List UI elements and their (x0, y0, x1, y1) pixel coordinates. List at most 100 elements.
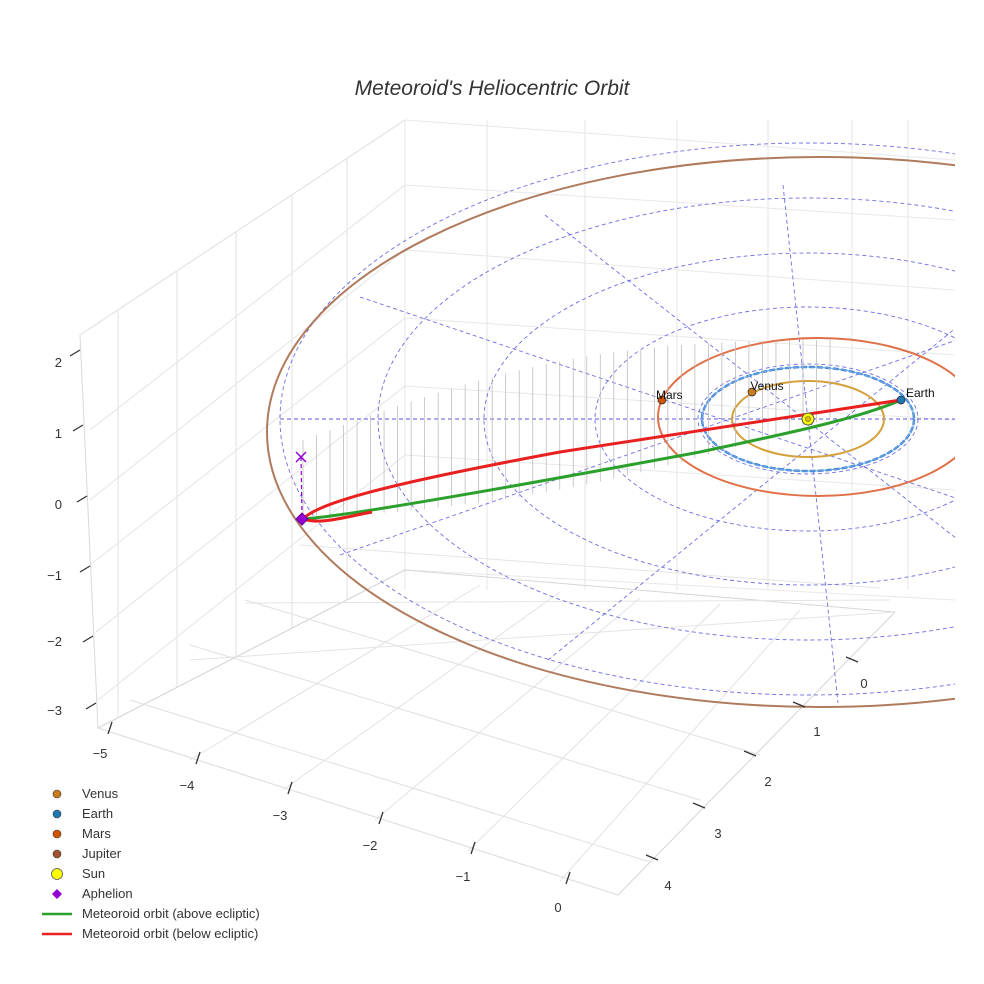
z-tick-label: 2 (55, 355, 62, 370)
legend-item[interactable]: Meteoroid orbit (above ecliptic) (42, 906, 260, 921)
z-tick-label: 0 (55, 497, 62, 512)
aphelion-projection-line (300, 456, 303, 518)
ecliptic-radial (547, 328, 955, 661)
y-tick-mark (792, 701, 806, 708)
legend-circle-swatch (52, 849, 62, 859)
axis-ticks: 2 1 0 −1 −2 −3 −5 −4 −3 −2 −1 0 0 1 2 3 4 (47, 349, 868, 915)
floor-gridline (299, 544, 881, 589)
ecliptic-radial (359, 296, 955, 499)
floor-gridline (467, 603, 721, 852)
legend-item[interactable]: Earth (52, 806, 113, 821)
y-tick-mark (845, 656, 859, 663)
x-tick-label: −5 (93, 746, 108, 761)
y-tick-mark (743, 750, 757, 757)
z-tick-mark (72, 424, 84, 432)
back-wall-gridline (404, 569, 956, 601)
legend-label: Mars (82, 826, 111, 841)
earth-orbit-inner (701, 366, 915, 472)
legend-item[interactable]: Sun (51, 866, 106, 881)
legend-item[interactable]: Venus (52, 786, 119, 801)
planet-orbits (266, 156, 955, 708)
y-tick-label: 0 (860, 676, 867, 691)
y-tick-label: 1 (813, 724, 820, 739)
meteoroid-orbit-above (302, 398, 902, 521)
aphelion-marker (295, 512, 309, 526)
legend-circle-swatch (52, 809, 62, 819)
sun-core (805, 416, 811, 422)
z-tick-mark (79, 565, 91, 573)
ecliptic-radial (782, 184, 839, 704)
wall-gridline (89, 184, 406, 431)
left-wall (79, 119, 406, 729)
z-tick-mark (69, 349, 81, 357)
legend-label: Sun (82, 866, 105, 881)
meteoroid-orbit-below (301, 398, 902, 521)
legend-label: Meteoroid orbit (below ecliptic) (82, 926, 258, 941)
back-wall-gridline (404, 317, 956, 356)
z-tick-label: −1 (47, 568, 62, 583)
back-wall-gridline (404, 184, 956, 221)
floor-gridline (282, 591, 561, 791)
venus-label: Venus (750, 379, 783, 393)
ecliptic-circle (279, 142, 955, 696)
aphelion-projection-marker (295, 451, 307, 463)
venus-orbit (731, 380, 885, 458)
wall-gridline (89, 249, 406, 501)
floor-gridline (97, 727, 619, 896)
axis-walls (79, 119, 956, 896)
y-tick-label: 2 (764, 774, 771, 789)
legend-diamond-swatch (52, 889, 62, 899)
floor-gridline (245, 599, 891, 604)
x-tick-mark (107, 721, 113, 735)
legend-label: Jupiter (82, 846, 122, 861)
y-tick-mark (692, 802, 706, 809)
mars-label: Mars (656, 388, 683, 402)
mars-marker (657, 395, 667, 405)
back-wall-gridline (404, 119, 956, 161)
meteoroid-drop-lines (302, 340, 831, 519)
legend-label: Aphelion (82, 886, 133, 901)
x-tick-label: 0 (554, 900, 561, 915)
legend-circle-swatch (52, 829, 62, 839)
back-wall-gridline (404, 249, 956, 291)
floor-gridline (244, 599, 761, 756)
x-tick-mark (470, 841, 476, 855)
jupiter-orbit (266, 156, 955, 708)
y-tick-label: 3 (714, 826, 721, 841)
x-tick-mark (378, 811, 384, 825)
wall-gridline (79, 119, 406, 336)
z-tick-mark (76, 495, 88, 503)
wall-gridline (89, 317, 406, 566)
x-tick-mark (195, 751, 201, 765)
y-tick-mark (645, 854, 659, 861)
x-tick-label: −2 (363, 838, 378, 853)
floor-gridline (189, 611, 896, 661)
back-wall-gridline (404, 454, 956, 491)
z-tick-mark (82, 635, 94, 643)
chart-title: Meteoroid's Heliocentric Orbit (355, 77, 631, 100)
floor-gridline (189, 644, 701, 801)
x-tick-label: −4 (180, 778, 195, 793)
x-tick-mark (565, 871, 571, 885)
z-tick-label: −3 (47, 703, 62, 718)
earth-label: Earth (906, 386, 935, 400)
ecliptic-circle (483, 252, 955, 586)
floor-gridline (129, 699, 651, 863)
legend-item[interactable]: Meteoroid orbit (below ecliptic) (42, 926, 258, 941)
y-tick-label: 4 (664, 878, 671, 893)
x-tick-label: −1 (456, 869, 471, 884)
wall-gridline (95, 385, 406, 633)
legend-item[interactable]: Mars (52, 826, 111, 841)
legend-item[interactable]: Aphelion (52, 886, 133, 901)
legend-label: Venus (82, 786, 119, 801)
ecliptic-radial (339, 340, 955, 556)
meteoroid-orbit-below-tail (302, 510, 373, 523)
ecliptic-grid (279, 142, 955, 704)
legend-item[interactable]: Jupiter (52, 846, 122, 861)
x-tick-label: −3 (273, 808, 288, 823)
legend[interactable]: Venus Earth Mars Jupiter Sun Aphelion Meteoroi… (42, 786, 260, 941)
ecliptic-circle (594, 306, 955, 532)
body-markers: Venus Earth Mars (295, 379, 935, 526)
z-tick-label: 1 (55, 426, 62, 441)
legend-label: Earth (82, 806, 113, 821)
